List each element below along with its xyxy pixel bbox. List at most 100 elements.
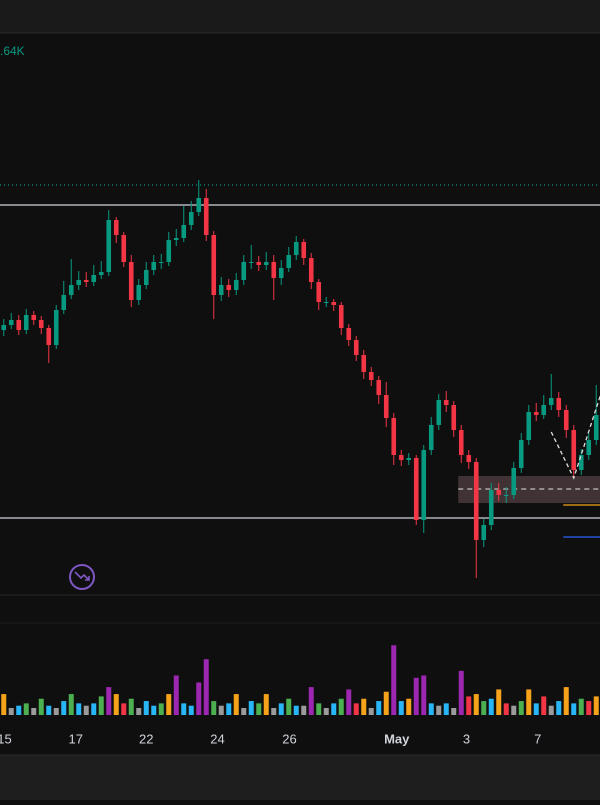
candle-body xyxy=(128,262,134,300)
volume-bar xyxy=(331,703,337,715)
candle-body xyxy=(563,410,569,430)
x-tick-label: 7 xyxy=(534,731,541,746)
x-tick-label: 22 xyxy=(139,731,153,746)
volume-bar xyxy=(46,705,52,715)
volume-bar xyxy=(188,705,194,715)
candle-body xyxy=(1,325,7,330)
candle-body xyxy=(338,305,344,328)
volume-bar xyxy=(91,703,97,715)
volume-bar xyxy=(61,701,67,715)
volume-bar xyxy=(218,705,224,715)
candle-body xyxy=(526,412,532,440)
volume-bar xyxy=(556,701,562,715)
candle-body xyxy=(76,280,82,285)
candle-body xyxy=(518,440,524,468)
volume-bar xyxy=(68,694,74,715)
candle-body xyxy=(151,262,157,270)
volume-bar xyxy=(473,694,479,715)
candle-body xyxy=(466,455,472,462)
candle-body xyxy=(271,262,277,278)
volume-bar xyxy=(458,670,464,715)
candle-body xyxy=(203,198,209,235)
icon-ring[interactable] xyxy=(69,564,95,590)
volume-bar xyxy=(548,705,554,715)
candle-body xyxy=(541,405,547,415)
volume-bar xyxy=(353,703,359,715)
volume-bar xyxy=(128,698,134,715)
volume-bar xyxy=(398,701,404,715)
candle-body xyxy=(556,398,562,410)
volume-bar xyxy=(278,703,284,715)
volume-bar xyxy=(443,703,449,715)
candle-body xyxy=(166,240,172,262)
candle-body xyxy=(106,220,112,272)
candle-body xyxy=(398,455,404,460)
candle-body xyxy=(196,198,202,212)
volume-bar xyxy=(488,698,494,715)
volume-bar xyxy=(518,701,524,715)
volume-bar xyxy=(391,645,397,715)
volume-bar xyxy=(541,696,547,715)
candle-body xyxy=(346,328,352,340)
candle-body xyxy=(301,242,307,258)
volume-bar xyxy=(53,708,59,715)
x-tick-label: 15 xyxy=(0,731,12,746)
candle-body xyxy=(293,242,299,255)
candle-body xyxy=(458,430,464,455)
x-tick-label: 3 xyxy=(463,731,470,746)
zigzag xyxy=(550,394,600,480)
candle-body xyxy=(571,430,577,470)
volume-bar xyxy=(211,701,217,715)
volume-bar xyxy=(436,705,442,715)
candle-body xyxy=(548,398,554,405)
volume-bar xyxy=(586,701,592,715)
volume-bar xyxy=(503,703,509,715)
candle-body xyxy=(451,405,457,430)
candle-body xyxy=(188,212,194,225)
volume-bar xyxy=(428,703,434,715)
x-tick-label: 17 xyxy=(69,731,83,746)
volume-bar xyxy=(481,701,487,715)
candle-body xyxy=(38,320,44,328)
volume-bar xyxy=(571,703,577,715)
candle-body xyxy=(248,262,254,263)
volume-bar xyxy=(323,708,329,715)
volume-bar xyxy=(16,705,22,715)
volume-bar xyxy=(83,705,89,715)
candle-body xyxy=(361,355,367,372)
volume-bar xyxy=(233,694,239,715)
candle-body xyxy=(308,258,314,282)
volume-bar xyxy=(166,694,172,715)
candle-body xyxy=(413,458,419,520)
candle-body xyxy=(31,315,37,320)
candle-body xyxy=(578,455,584,470)
candle-body xyxy=(428,425,434,450)
candle-body xyxy=(113,220,119,235)
candle-body xyxy=(8,320,14,325)
volume-bar xyxy=(361,698,367,715)
volume-bar xyxy=(226,703,232,715)
candle-body xyxy=(98,272,104,275)
volume-bar xyxy=(151,705,157,715)
candle-body xyxy=(533,412,539,415)
candle-body xyxy=(241,262,247,280)
candle-body xyxy=(473,462,479,540)
candle-body xyxy=(16,320,22,330)
candle-body xyxy=(121,235,127,262)
icon-arrow[interactable] xyxy=(74,571,90,581)
volume-bar xyxy=(248,701,254,715)
candle-body xyxy=(511,468,517,495)
volume-bar xyxy=(593,696,599,715)
volume-bar xyxy=(1,694,7,715)
volume-bar xyxy=(286,698,292,715)
candle-body xyxy=(53,310,59,345)
replay-icon[interactable] xyxy=(69,564,95,590)
candle-body xyxy=(158,262,164,263)
volume-bar xyxy=(98,696,104,715)
candle-body xyxy=(256,262,262,265)
candle-body xyxy=(211,235,217,295)
volume-bar xyxy=(301,705,307,715)
volume-bar xyxy=(368,708,374,715)
volume-bar xyxy=(578,698,584,715)
